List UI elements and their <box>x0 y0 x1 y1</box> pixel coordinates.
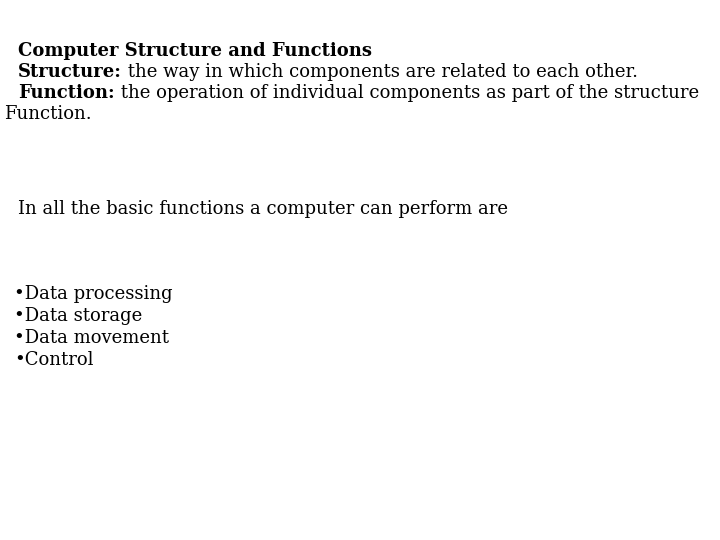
Text: Computer Structure and Functions: Computer Structure and Functions <box>18 42 372 60</box>
Text: •Data movement: •Data movement <box>14 329 169 347</box>
Text: Function:: Function: <box>18 84 114 102</box>
Text: Structure:: Structure: <box>18 63 122 81</box>
Text: •Data storage: •Data storage <box>14 307 143 325</box>
Text: •Control: •Control <box>14 351 94 369</box>
Text: •Data processing: •Data processing <box>14 285 173 303</box>
Text: Function.: Function. <box>4 105 91 123</box>
Text: the operation of individual components as part of the structure: the operation of individual components a… <box>114 84 698 102</box>
Text: the way in which components are related to each other.: the way in which components are related … <box>122 63 638 81</box>
Text: In all the basic functions a computer can perform are: In all the basic functions a computer ca… <box>18 200 508 218</box>
